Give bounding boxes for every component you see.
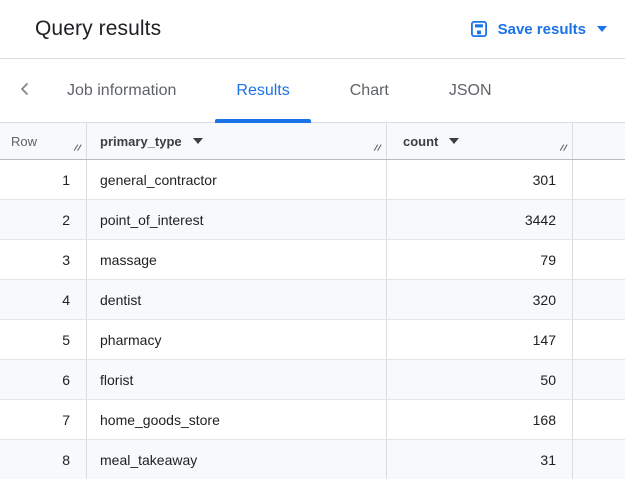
save-results-button[interactable]: Save results <box>469 19 607 39</box>
cell-primary-type: pharmacy <box>87 320 387 359</box>
cell-count: 31 <box>387 440 573 479</box>
tab-json[interactable]: JSON <box>428 59 513 122</box>
chevron-left-icon <box>17 81 33 100</box>
cell-row-number: 8 <box>0 440 87 479</box>
filler-cell <box>573 400 625 439</box>
tab-job-information[interactable]: Job information <box>46 59 197 122</box>
column-resize-handle[interactable] <box>557 141 569 156</box>
save-results-dropdown-icon <box>597 26 607 32</box>
tab-chart[interactable]: Chart <box>329 59 410 122</box>
column-header-count-label: count <box>403 133 439 149</box>
cell-primary-type: home_goods_store <box>87 400 387 439</box>
save-icon <box>469 19 489 39</box>
cell-row-number: 2 <box>0 200 87 239</box>
page-title: Query results <box>35 17 162 40</box>
cell-primary-type: dentist <box>87 280 387 319</box>
cell-primary-type: point_of_interest <box>87 200 387 239</box>
filler-cell <box>573 160 625 199</box>
tab-results[interactable]: Results <box>215 59 312 123</box>
save-results-label: Save results <box>497 20 586 38</box>
cell-primary-type: meal_takeaway <box>87 440 387 479</box>
column-header-row-label: Row <box>11 133 38 149</box>
cell-count: 168 <box>387 400 573 439</box>
filler-cell <box>573 440 625 479</box>
cell-primary-type: florist <box>87 360 387 399</box>
cell-row-number: 4 <box>0 280 87 319</box>
primary-type-sort-dropdown-icon[interactable] <box>192 138 203 144</box>
cell-row-number: 1 <box>0 160 87 199</box>
tabs-back-button[interactable] <box>4 59 46 122</box>
table-row: 1 general_contractor 301 <box>0 160 625 200</box>
cell-count: 3442 <box>387 200 573 239</box>
cell-count: 50 <box>387 360 573 399</box>
column-header-primary-type-label: primary_type <box>100 133 182 149</box>
column-header-primary-type: primary_type <box>87 123 387 159</box>
column-header-count: count <box>387 123 573 159</box>
table-row: 3 massage 79 <box>0 240 625 280</box>
table-row: 2 point_of_interest 3442 <box>0 200 625 240</box>
column-resize-handle[interactable] <box>371 141 383 156</box>
cell-row-number: 5 <box>0 320 87 359</box>
filler-cell <box>573 240 625 279</box>
table-row: 6 florist 50 <box>0 360 625 400</box>
cell-row-number: 7 <box>0 400 87 439</box>
cell-count: 320 <box>387 280 573 319</box>
results-tab-bar: Job information Results Chart JSON <box>0 59 625 123</box>
table-row: 7 home_goods_store 168 <box>0 400 625 440</box>
table-row: 8 meal_takeaway 31 <box>0 440 625 479</box>
filler-cell <box>573 280 625 319</box>
table-row: 4 dentist 320 <box>0 280 625 320</box>
cell-primary-type: massage <box>87 240 387 279</box>
cell-row-number: 3 <box>0 240 87 279</box>
query-results-header: Query results Save results <box>0 0 625 59</box>
results-table-body: 1 general_contractor 301 2 point_of_inte… <box>0 160 625 479</box>
column-header-filler <box>573 123 625 159</box>
filler-cell <box>573 320 625 359</box>
cell-count: 79 <box>387 240 573 279</box>
cell-count: 301 <box>387 160 573 199</box>
filler-cell <box>573 360 625 399</box>
cell-primary-type: general_contractor <box>87 160 387 199</box>
column-header-row: Row <box>0 123 87 159</box>
count-sort-dropdown-icon[interactable] <box>449 138 460 144</box>
column-resize-handle[interactable] <box>71 141 83 156</box>
cell-count: 147 <box>387 320 573 359</box>
table-row: 5 pharmacy 147 <box>0 320 625 360</box>
results-table-header: Row primary_type count <box>0 123 625 160</box>
filler-cell <box>573 200 625 239</box>
cell-row-number: 6 <box>0 360 87 399</box>
